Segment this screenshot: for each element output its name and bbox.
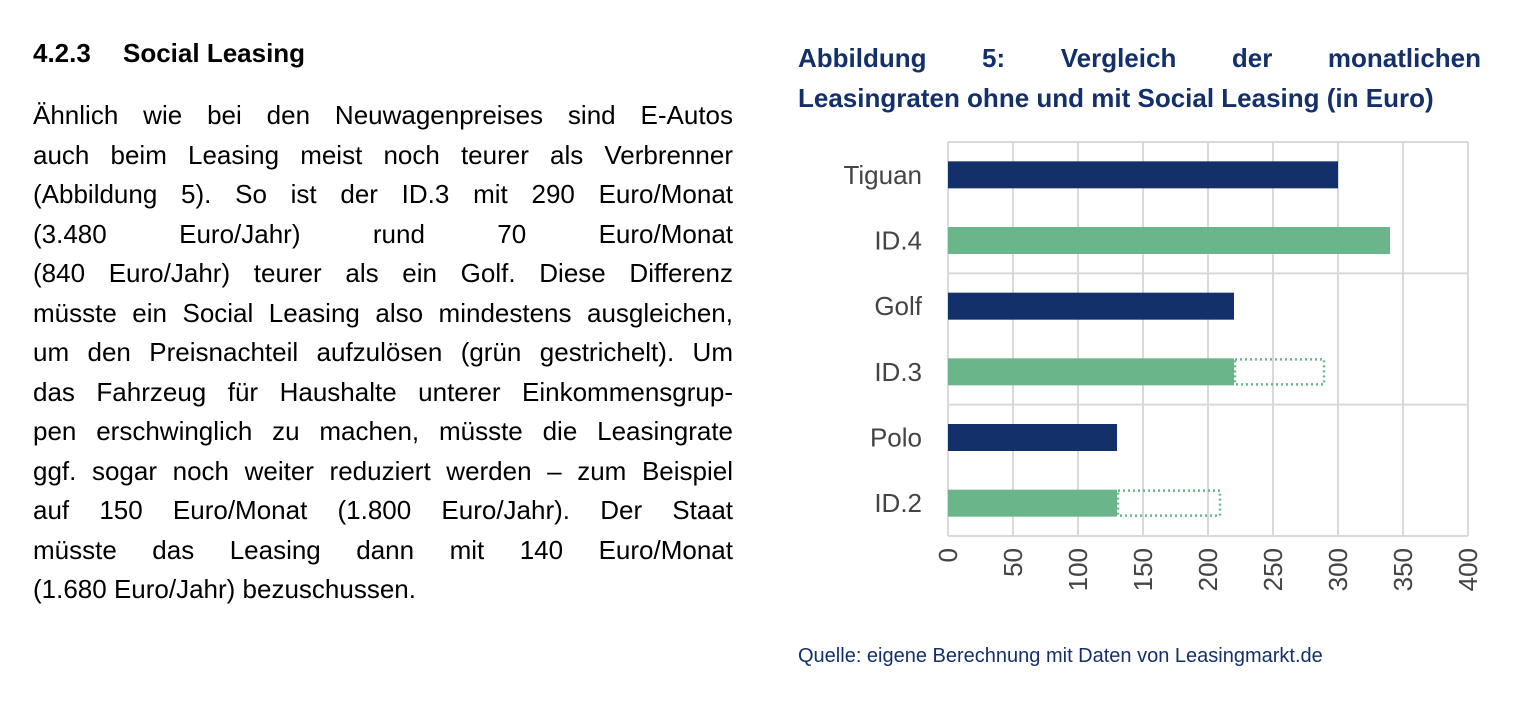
category-label: ID.3 — [874, 357, 922, 387]
section-title: Social Leasing — [123, 38, 306, 68]
x-tick-label: 250 — [1258, 548, 1288, 591]
body-line: (Abbildung 5). So ist der ID.3 mit 290 E… — [33, 179, 733, 209]
body-line: (840 Euro/Jahr) teurer als ein Golf. Die… — [33, 258, 733, 288]
bar — [948, 161, 1338, 189]
body-line: auf 150 Euro/Monat (1.800 Euro/Jahr). De… — [33, 495, 733, 525]
body-line: (1.680 Euro/Jahr) bezuschussen. — [33, 574, 416, 604]
x-tick-label: 100 — [1063, 548, 1093, 591]
figure-title: Abbildung 5: Vergleich der monatlichen L… — [798, 38, 1481, 118]
body-paragraph: Ähnlich wie bei den Neuwagenpreises sind… — [33, 96, 733, 610]
x-tick-label: 0 — [933, 548, 963, 562]
bar-dashed-extension — [1233, 358, 1326, 386]
body-line: auch beim Leasing meist noch teurer als … — [33, 139, 733, 170]
category-label: Tiguan — [843, 160, 922, 190]
body-line: um den Preisnachteil aufzulösen (grün ge… — [33, 337, 733, 367]
category-label: ID.4 — [874, 226, 922, 256]
x-tick-label: 200 — [1193, 548, 1223, 591]
bar — [948, 292, 1234, 320]
body-line: pen erschwinglich zu machen, müsste die … — [33, 416, 733, 446]
figure-source: Quelle: eigene Berechnung mit Daten von … — [798, 645, 1323, 667]
section-heading: 4.2.3 Social Leasing — [33, 38, 305, 69]
x-tick-label: 50 — [998, 548, 1028, 577]
category-label: ID.2 — [874, 488, 922, 518]
x-tick-label: 300 — [1323, 548, 1353, 591]
leasing-bar-chart: Tiguan ID.4 Golf ID.3 Polo ID.2 0 50 100 150 200 25… — [843, 141, 1480, 591]
bar — [948, 489, 1117, 517]
category-label: Polo — [870, 423, 922, 453]
section-number: 4.2.3 — [33, 38, 91, 68]
x-tick-label: 400 — [1453, 548, 1480, 591]
bar — [948, 424, 1117, 451]
figure-title-line: Leasingraten ohne und mit Social Leasing… — [798, 83, 1434, 113]
x-tick-label: 350 — [1388, 548, 1418, 591]
body-line: müsste das Leasing dann mit 140 Euro/Mon… — [33, 534, 733, 565]
body-line: Ähnlich wie bei den Neuwagenpreises sind… — [33, 100, 733, 130]
body-line: müsste ein Social Leasing also mindesten… — [33, 297, 733, 328]
body-line: (3.480 Euro/Jahr) rund 70 Euro/Monat — [33, 218, 733, 249]
x-tick-label: 150 — [1128, 548, 1158, 591]
bar — [948, 358, 1234, 386]
category-label: Golf — [874, 291, 922, 321]
body-line: ggf. sogar noch weiter reduziert werden … — [33, 455, 733, 486]
body-line: das Fahrzeug für Haushalte unterer Einko… — [33, 376, 733, 407]
figure-title-line: Abbildung 5: Vergleich der monatlichen — [798, 43, 1481, 73]
bar-dashed-extension — [1116, 489, 1222, 517]
bar — [948, 227, 1390, 254]
